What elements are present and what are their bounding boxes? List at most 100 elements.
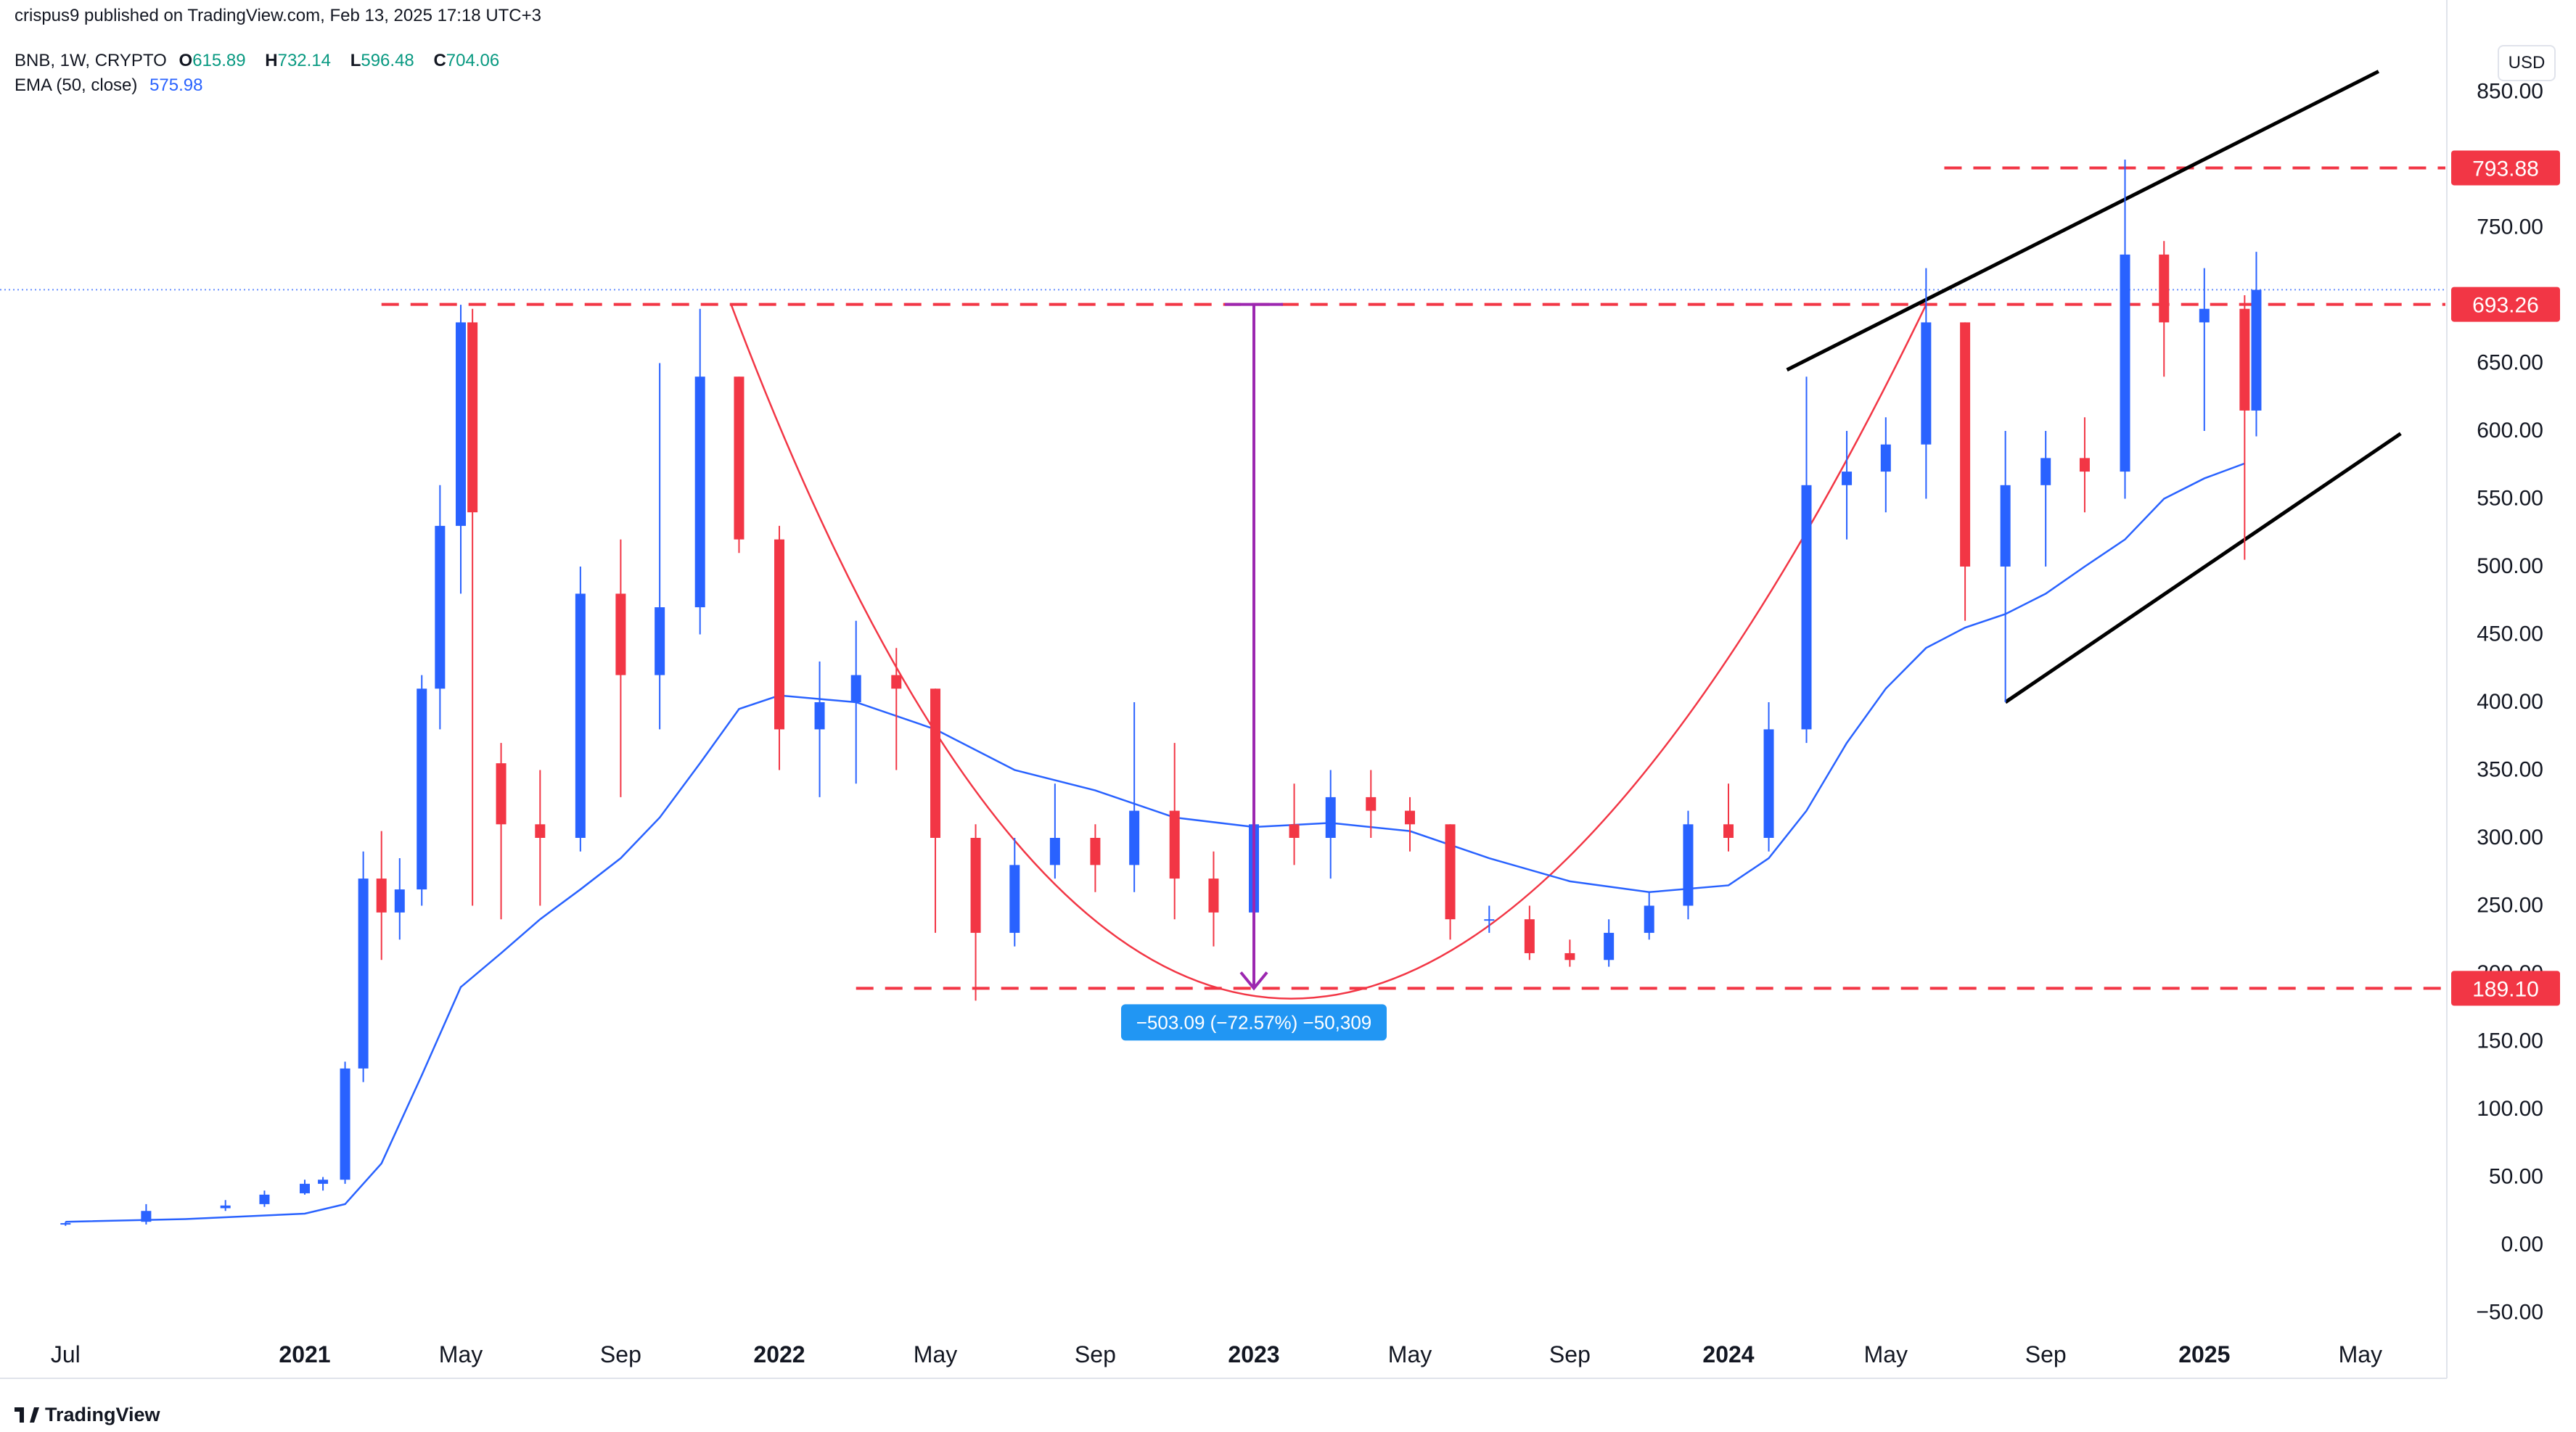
time-tick-label: Sep	[1075, 1341, 1116, 1367]
time-tick-label: 2022	[753, 1341, 805, 1367]
candle-body	[1683, 824, 1694, 906]
candle-body	[318, 1180, 329, 1184]
price-tick-label: 750.00	[2477, 215, 2543, 239]
candle-body	[1564, 952, 1575, 960]
candle	[2251, 252, 2262, 437]
time-tick-label: Sep	[1549, 1341, 1591, 1367]
candle-body	[1169, 810, 1180, 879]
candle	[60, 1222, 71, 1226]
time-tick-label: Jul	[51, 1341, 81, 1367]
price-tick-label: 550.00	[2477, 487, 2543, 511]
candle	[930, 688, 941, 933]
candle	[1801, 376, 1812, 744]
candle	[259, 1190, 270, 1207]
candle-body	[1921, 322, 1932, 445]
candle	[496, 743, 506, 920]
candle-body	[2251, 289, 2262, 411]
candle	[1484, 905, 1495, 933]
candle	[2040, 431, 2051, 567]
candle	[1723, 783, 1734, 852]
time-tick-label: May	[439, 1341, 483, 1367]
candle-body	[1366, 797, 1377, 811]
candle-body	[1644, 905, 1654, 933]
candle	[694, 308, 705, 635]
candle-body	[1445, 824, 1456, 920]
cup-arc	[730, 304, 1927, 1000]
candle	[2120, 160, 2130, 499]
candle-body	[456, 322, 467, 526]
candle-body	[2199, 308, 2210, 323]
candle	[1763, 702, 1774, 852]
candle-body	[1960, 322, 1971, 567]
candle-body	[2120, 254, 2130, 472]
time-tick-label: 2023	[1228, 1341, 1279, 1367]
candle-body	[535, 824, 546, 838]
publish-line: crispus9 published on TradingView.com, F…	[15, 6, 541, 25]
ema-value: 575.98	[149, 75, 203, 95]
candle-body	[1325, 797, 1336, 838]
candle	[417, 675, 427, 906]
candle	[1880, 417, 1891, 513]
price-tick-label: 250.00	[2477, 894, 2543, 918]
candle	[1683, 810, 1694, 920]
ohlc-close: C704.06	[433, 51, 500, 70]
candle-body	[1763, 729, 1774, 838]
candle	[300, 1180, 310, 1195]
candle	[340, 1061, 350, 1184]
time-tick-label: May	[2339, 1341, 2382, 1367]
candle-body	[1880, 444, 1891, 472]
candle-body	[259, 1194, 270, 1204]
candle-body	[1524, 919, 1535, 953]
candle	[1208, 851, 1219, 947]
candle-body	[1842, 472, 1853, 485]
symbol-legend[interactable]: BNB, 1W, CRYPTO O615.89 H732.14 L596.48 …	[15, 51, 514, 71]
brand-name: TradingView	[45, 1404, 160, 1425]
tradingview-icon	[15, 1407, 39, 1423]
ohlc-high: H732.14	[265, 51, 332, 70]
candle	[655, 363, 665, 730]
candle-body	[734, 376, 745, 540]
ema-line	[65, 462, 2245, 1223]
level-price-tag	[2451, 287, 2560, 322]
time-tick-label: Sep	[2025, 1341, 2067, 1367]
candle-body	[467, 322, 478, 513]
candle-body	[2159, 254, 2170, 323]
candle-body	[1405, 810, 1416, 825]
candle	[2199, 268, 2210, 431]
candle	[1960, 322, 1971, 621]
candle-body	[417, 688, 427, 890]
candle	[1842, 431, 1853, 540]
candle	[1921, 268, 1932, 499]
candle-body	[774, 539, 784, 730]
time-tick-label: 2021	[279, 1341, 330, 1367]
candle	[535, 770, 546, 906]
candle-body	[2239, 308, 2250, 411]
candle	[358, 851, 369, 1082]
candle-body	[60, 1223, 71, 1225]
level-price-text: 693.26	[2472, 294, 2539, 318]
candle-body	[1009, 865, 1020, 933]
candle-body	[1484, 919, 1495, 921]
candle-body	[141, 1211, 152, 1222]
candle	[1644, 892, 1654, 940]
candle-body	[615, 593, 626, 675]
tradingview-logo: TradingView	[15, 1404, 160, 1426]
time-tick-label: 2025	[2178, 1341, 2230, 1367]
candle	[1524, 905, 1535, 960]
level-price-tag	[2451, 150, 2560, 186]
candle-body	[575, 593, 586, 838]
candle-body	[655, 607, 665, 675]
price-tick-label: 50.00	[2489, 1165, 2543, 1189]
currency-badge[interactable]: USD	[2498, 45, 2556, 81]
candle	[376, 831, 387, 960]
candle-body	[376, 878, 387, 913]
candle	[1090, 824, 1101, 892]
candle	[467, 308, 478, 906]
candle	[456, 305, 467, 594]
candle-body	[358, 878, 369, 1069]
candle-body	[891, 675, 902, 689]
price-tick-label: 100.00	[2477, 1097, 2543, 1121]
ema-legend[interactable]: EMA (50, close) 575.98	[15, 75, 210, 96]
candle-body	[496, 763, 506, 825]
